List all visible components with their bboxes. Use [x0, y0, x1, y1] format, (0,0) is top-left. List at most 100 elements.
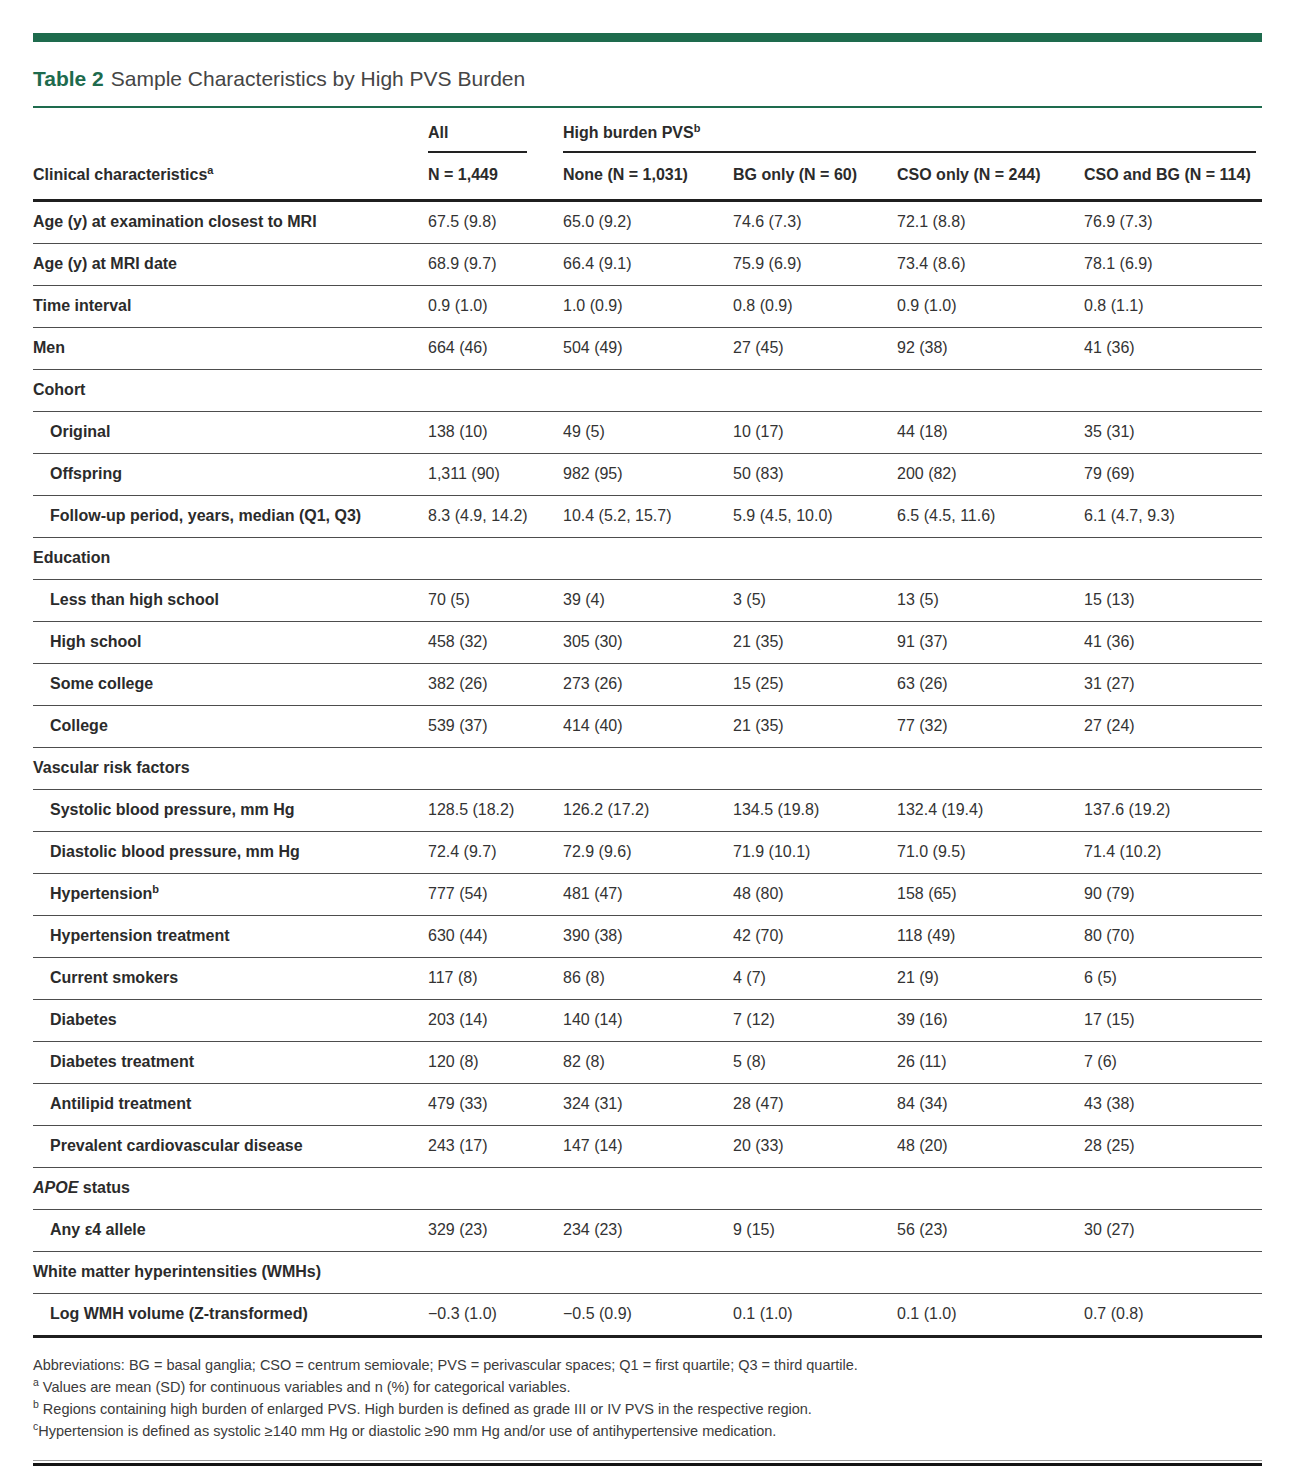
cell-none: 234 (23) [563, 1210, 733, 1252]
cell-cso-and-bg: 80 (70) [1084, 916, 1262, 958]
cell-all: −0.3 (1.0) [428, 1294, 563, 1337]
cell-cso-only: 0.9 (1.0) [897, 286, 1084, 328]
table-row: Age (y) at examination closest to MRI 67… [33, 201, 1262, 244]
cell-bg-only: 21 (35) [733, 706, 897, 748]
table-row: Original 138 (10) 49 (5) 10 (17) 44 (18)… [33, 412, 1262, 454]
cell-cso-only: 6.5 (4.5, 11.6) [897, 496, 1084, 538]
cell-cso-and-bg [1084, 748, 1262, 790]
table-row: Hypertensionb 777 (54) 481 (47) 48 (80) … [33, 874, 1262, 916]
table-row: APOE status [33, 1168, 1262, 1210]
cell-cso-only: 13 (5) [897, 580, 1084, 622]
cell-none: 273 (26) [563, 664, 733, 706]
row-label: Vascular risk factors [33, 748, 428, 790]
table-row: Diastolic blood pressure, mm Hg 72.4 (9.… [33, 832, 1262, 874]
cell-bg-only: 28 (47) [733, 1084, 897, 1126]
cell-cso-and-bg [1084, 370, 1262, 412]
table-row: Prevalent cardiovascular disease 243 (17… [33, 1126, 1262, 1168]
table-row: White matter hyperintensities (WMHs) [33, 1252, 1262, 1294]
footnotes: Abbreviations: BG = basal ganglia; CSO =… [33, 1354, 1262, 1442]
cell-all: 138 (10) [428, 412, 563, 454]
accent-top-bar [33, 33, 1262, 42]
cell-bg-only [733, 1168, 897, 1210]
cell-none: 390 (38) [563, 916, 733, 958]
cell-all: 382 (26) [428, 664, 563, 706]
table-row: Antilipid treatment 479 (33) 324 (31) 28… [33, 1084, 1262, 1126]
table-row: Systolic blood pressure, mm Hg 128.5 (18… [33, 790, 1262, 832]
cell-none: 39 (4) [563, 580, 733, 622]
cell-none: 305 (30) [563, 622, 733, 664]
cell-all: 539 (37) [428, 706, 563, 748]
cell-bg-only: 3 (5) [733, 580, 897, 622]
table-row: Hypertension treatment 630 (44) 390 (38)… [33, 916, 1262, 958]
cell-none: 10.4 (5.2, 15.7) [563, 496, 733, 538]
cell-all: 128.5 (18.2) [428, 790, 563, 832]
cell-cso-and-bg: 76.9 (7.3) [1084, 201, 1262, 244]
table-row: Any ε4 allele 329 (23) 234 (23) 9 (15) 5… [33, 1210, 1262, 1252]
cell-cso-only: 91 (37) [897, 622, 1084, 664]
cell-none: 481 (47) [563, 874, 733, 916]
cell-bg-only: 71.9 (10.1) [733, 832, 897, 874]
cell-all: 664 (46) [428, 328, 563, 370]
cell-none [563, 538, 733, 580]
cell-bg-only [733, 1252, 897, 1294]
header-spacer-cell [33, 108, 428, 153]
table-row: Some college 382 (26) 273 (26) 15 (25) 6… [33, 664, 1262, 706]
row-label: High school [33, 622, 428, 664]
table-number-label: Table 2 [33, 67, 104, 90]
cell-bg-only: 4 (7) [733, 958, 897, 1000]
cell-none: −0.5 (0.9) [563, 1294, 733, 1337]
cell-bg-only: 75.9 (6.9) [733, 244, 897, 286]
table-row: Age (y) at MRI date 68.9 (9.7) 66.4 (9.1… [33, 244, 1262, 286]
cell-cso-and-bg [1084, 1252, 1262, 1294]
cell-all: 70 (5) [428, 580, 563, 622]
row-label: Some college [33, 664, 428, 706]
cell-bg-only: 50 (83) [733, 454, 897, 496]
cell-all: 72.4 (9.7) [428, 832, 563, 874]
cell-cso-and-bg: 15 (13) [1084, 580, 1262, 622]
row-label: Age (y) at MRI date [33, 244, 428, 286]
table-row: Follow-up period, years, median (Q1, Q3)… [33, 496, 1262, 538]
table-row: Log WMH volume (Z-transformed) −0.3 (1.0… [33, 1294, 1262, 1337]
row-label: Log WMH volume (Z-transformed) [33, 1294, 428, 1337]
row-label: Current smokers [33, 958, 428, 1000]
cell-all: 1,311 (90) [428, 454, 563, 496]
cell-cso-only: 26 (11) [897, 1042, 1084, 1084]
cell-bg-only: 74.6 (7.3) [733, 201, 897, 244]
cell-none: 982 (95) [563, 454, 733, 496]
row-label: Any ε4 allele [33, 1210, 428, 1252]
cell-cso-and-bg: 31 (27) [1084, 664, 1262, 706]
cell-none: 49 (5) [563, 412, 733, 454]
cell-none: 72.9 (9.6) [563, 832, 733, 874]
cell-cso-only: 39 (16) [897, 1000, 1084, 1042]
cell-cso-and-bg: 71.4 (10.2) [1084, 832, 1262, 874]
cell-cso-only: 48 (20) [897, 1126, 1084, 1168]
cell-cso-only: 118 (49) [897, 916, 1084, 958]
cell-none: 82 (8) [563, 1042, 733, 1084]
cell-cso-only: 132.4 (19.4) [897, 790, 1084, 832]
cell-bg-only: 27 (45) [733, 328, 897, 370]
header-col-all-n: N = 1,449 [428, 153, 563, 201]
cell-none: 504 (49) [563, 328, 733, 370]
row-label: APOE status [33, 1168, 428, 1210]
row-label: Diabetes treatment [33, 1042, 428, 1084]
cell-bg-only: 0.1 (1.0) [733, 1294, 897, 1337]
table-row: Education [33, 538, 1262, 580]
cell-all: 630 (44) [428, 916, 563, 958]
cell-all: 458 (32) [428, 622, 563, 664]
cell-none: 414 (40) [563, 706, 733, 748]
cell-bg-only: 21 (35) [733, 622, 897, 664]
cell-all: 203 (14) [428, 1000, 563, 1042]
cell-cso-and-bg: 28 (25) [1084, 1126, 1262, 1168]
row-label: Original [33, 412, 428, 454]
row-label: Age (y) at examination closest to MRI [33, 201, 428, 244]
cell-cso-only: 44 (18) [897, 412, 1084, 454]
cell-cso-and-bg: 0.7 (0.8) [1084, 1294, 1262, 1337]
cell-bg-only: 10 (17) [733, 412, 897, 454]
cell-bg-only: 20 (33) [733, 1126, 897, 1168]
cell-bg-only: 5.9 (4.5, 10.0) [733, 496, 897, 538]
cell-all [428, 370, 563, 412]
table-header: All High burden PVSb Clinical characteri… [33, 108, 1262, 201]
cell-bg-only: 5 (8) [733, 1042, 897, 1084]
row-label: Hypertensionb [33, 874, 428, 916]
cell-cso-and-bg: 90 (79) [1084, 874, 1262, 916]
